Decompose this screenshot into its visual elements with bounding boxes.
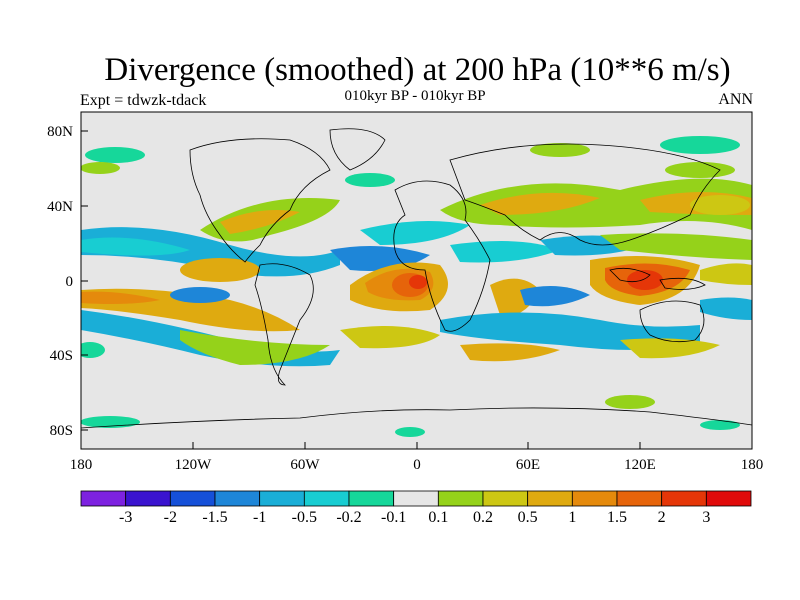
field-patch <box>440 178 752 230</box>
colorbar-tick-label: -2 <box>164 509 177 526</box>
field-patch <box>520 286 590 307</box>
lon-label: 60W <box>290 457 320 473</box>
coastlines <box>81 128 752 429</box>
field-patch <box>81 237 190 256</box>
field-patch <box>665 162 735 178</box>
colorbar-swatch <box>80 490 127 507</box>
field-patch <box>180 330 330 365</box>
field-patch <box>627 270 663 290</box>
field-patch <box>81 162 120 174</box>
colorbar-tick-label: 0.1 <box>428 509 448 526</box>
field-patch <box>85 147 145 163</box>
field-patch <box>81 342 105 358</box>
field-patch <box>450 241 560 263</box>
colorbar-tick-label: -0.1 <box>381 509 406 526</box>
lon-axis-labels: 180 120W 60W 0 60E 120E 180 <box>70 457 764 473</box>
colorbar <box>80 490 752 507</box>
field-patch <box>600 233 752 260</box>
colorbar-tick-label: -0.2 <box>336 509 361 526</box>
lat-label: 0 <box>66 274 74 290</box>
field-patch <box>180 258 260 282</box>
colorbar-labels: -3 -2 -1.5 -1 -0.5 -0.2 -0.1 0.1 0.2 0.5 1 1.5 2 3 <box>119 509 710 526</box>
colorbar-tick-label: 0.5 <box>518 509 538 526</box>
lat-label: 40S <box>50 348 73 364</box>
colorbar-swatch <box>482 490 529 507</box>
colorbar-swatch <box>527 490 573 507</box>
field-patch <box>81 291 160 304</box>
field-patch <box>345 173 395 187</box>
colorbar-tick-label: -1.5 <box>202 509 227 526</box>
colorbar-swatch <box>125 490 171 507</box>
colorbar-swatch <box>259 490 305 507</box>
colorbar-tick-label: -3 <box>119 509 132 526</box>
lat-label: 80S <box>50 423 73 439</box>
colorbar-swatch <box>393 490 439 507</box>
colorbar-tick-label: 2 <box>658 509 666 526</box>
colorbar-swatch <box>303 490 350 507</box>
experiment-label: Expt = tdwzk-tdack <box>80 92 207 109</box>
map-title: Divergence (smoothed) at 200 hPa (10**6 … <box>104 52 731 88</box>
field-patch <box>620 338 720 359</box>
colorbar-tick-label: 1.5 <box>607 509 627 526</box>
lat-axis-labels: 80N 40N 0 40S 80S <box>47 124 73 439</box>
field-patch <box>700 263 752 285</box>
colorbar-swatch <box>661 490 707 507</box>
field-patch <box>395 427 425 437</box>
lon-label: 180 <box>741 457 764 473</box>
field-patch <box>490 278 540 316</box>
colorbar-swatch <box>705 490 752 507</box>
field-patch <box>360 221 470 245</box>
field-patch <box>690 195 750 215</box>
lon-label: 180 <box>70 457 93 473</box>
field-patch <box>605 395 655 409</box>
field-patch <box>170 287 230 303</box>
field-patch <box>340 326 440 349</box>
field-patch <box>480 192 600 215</box>
colorbar-tick-label: 1 <box>568 509 576 526</box>
colorbar-swatch <box>169 490 216 507</box>
lon-label: 120E <box>624 457 656 473</box>
field-patch <box>660 136 740 154</box>
period-label: 010kyr BP - 010kyr BP <box>344 88 486 104</box>
colorbar-swatch <box>616 490 663 507</box>
colorbar-tick-label: 0.2 <box>473 509 493 526</box>
field-patch <box>700 420 740 430</box>
field-patch <box>460 343 560 362</box>
divergence-field <box>81 136 752 437</box>
lon-label: 0 <box>413 457 421 473</box>
field-patch <box>220 209 300 234</box>
field-patch <box>409 275 427 289</box>
axis-ticks <box>80 130 753 449</box>
lon-label: 120W <box>175 457 213 473</box>
colorbar-tick-label: -1 <box>253 509 266 526</box>
field-patch <box>700 297 752 320</box>
lat-label: 40N <box>47 199 73 215</box>
colorbar-tick-label: 3 <box>702 509 710 526</box>
colorbar-tick-label: -0.5 <box>292 509 317 526</box>
colorbar-swatch <box>214 490 261 507</box>
season-label: ANN <box>718 91 753 108</box>
field-patch <box>530 143 590 157</box>
colorbar-swatch <box>571 490 618 507</box>
colorbar-swatch <box>348 490 395 507</box>
lon-label: 60E <box>516 457 540 473</box>
colorbar-swatch <box>437 490 484 507</box>
lat-label: 80N <box>47 124 73 140</box>
